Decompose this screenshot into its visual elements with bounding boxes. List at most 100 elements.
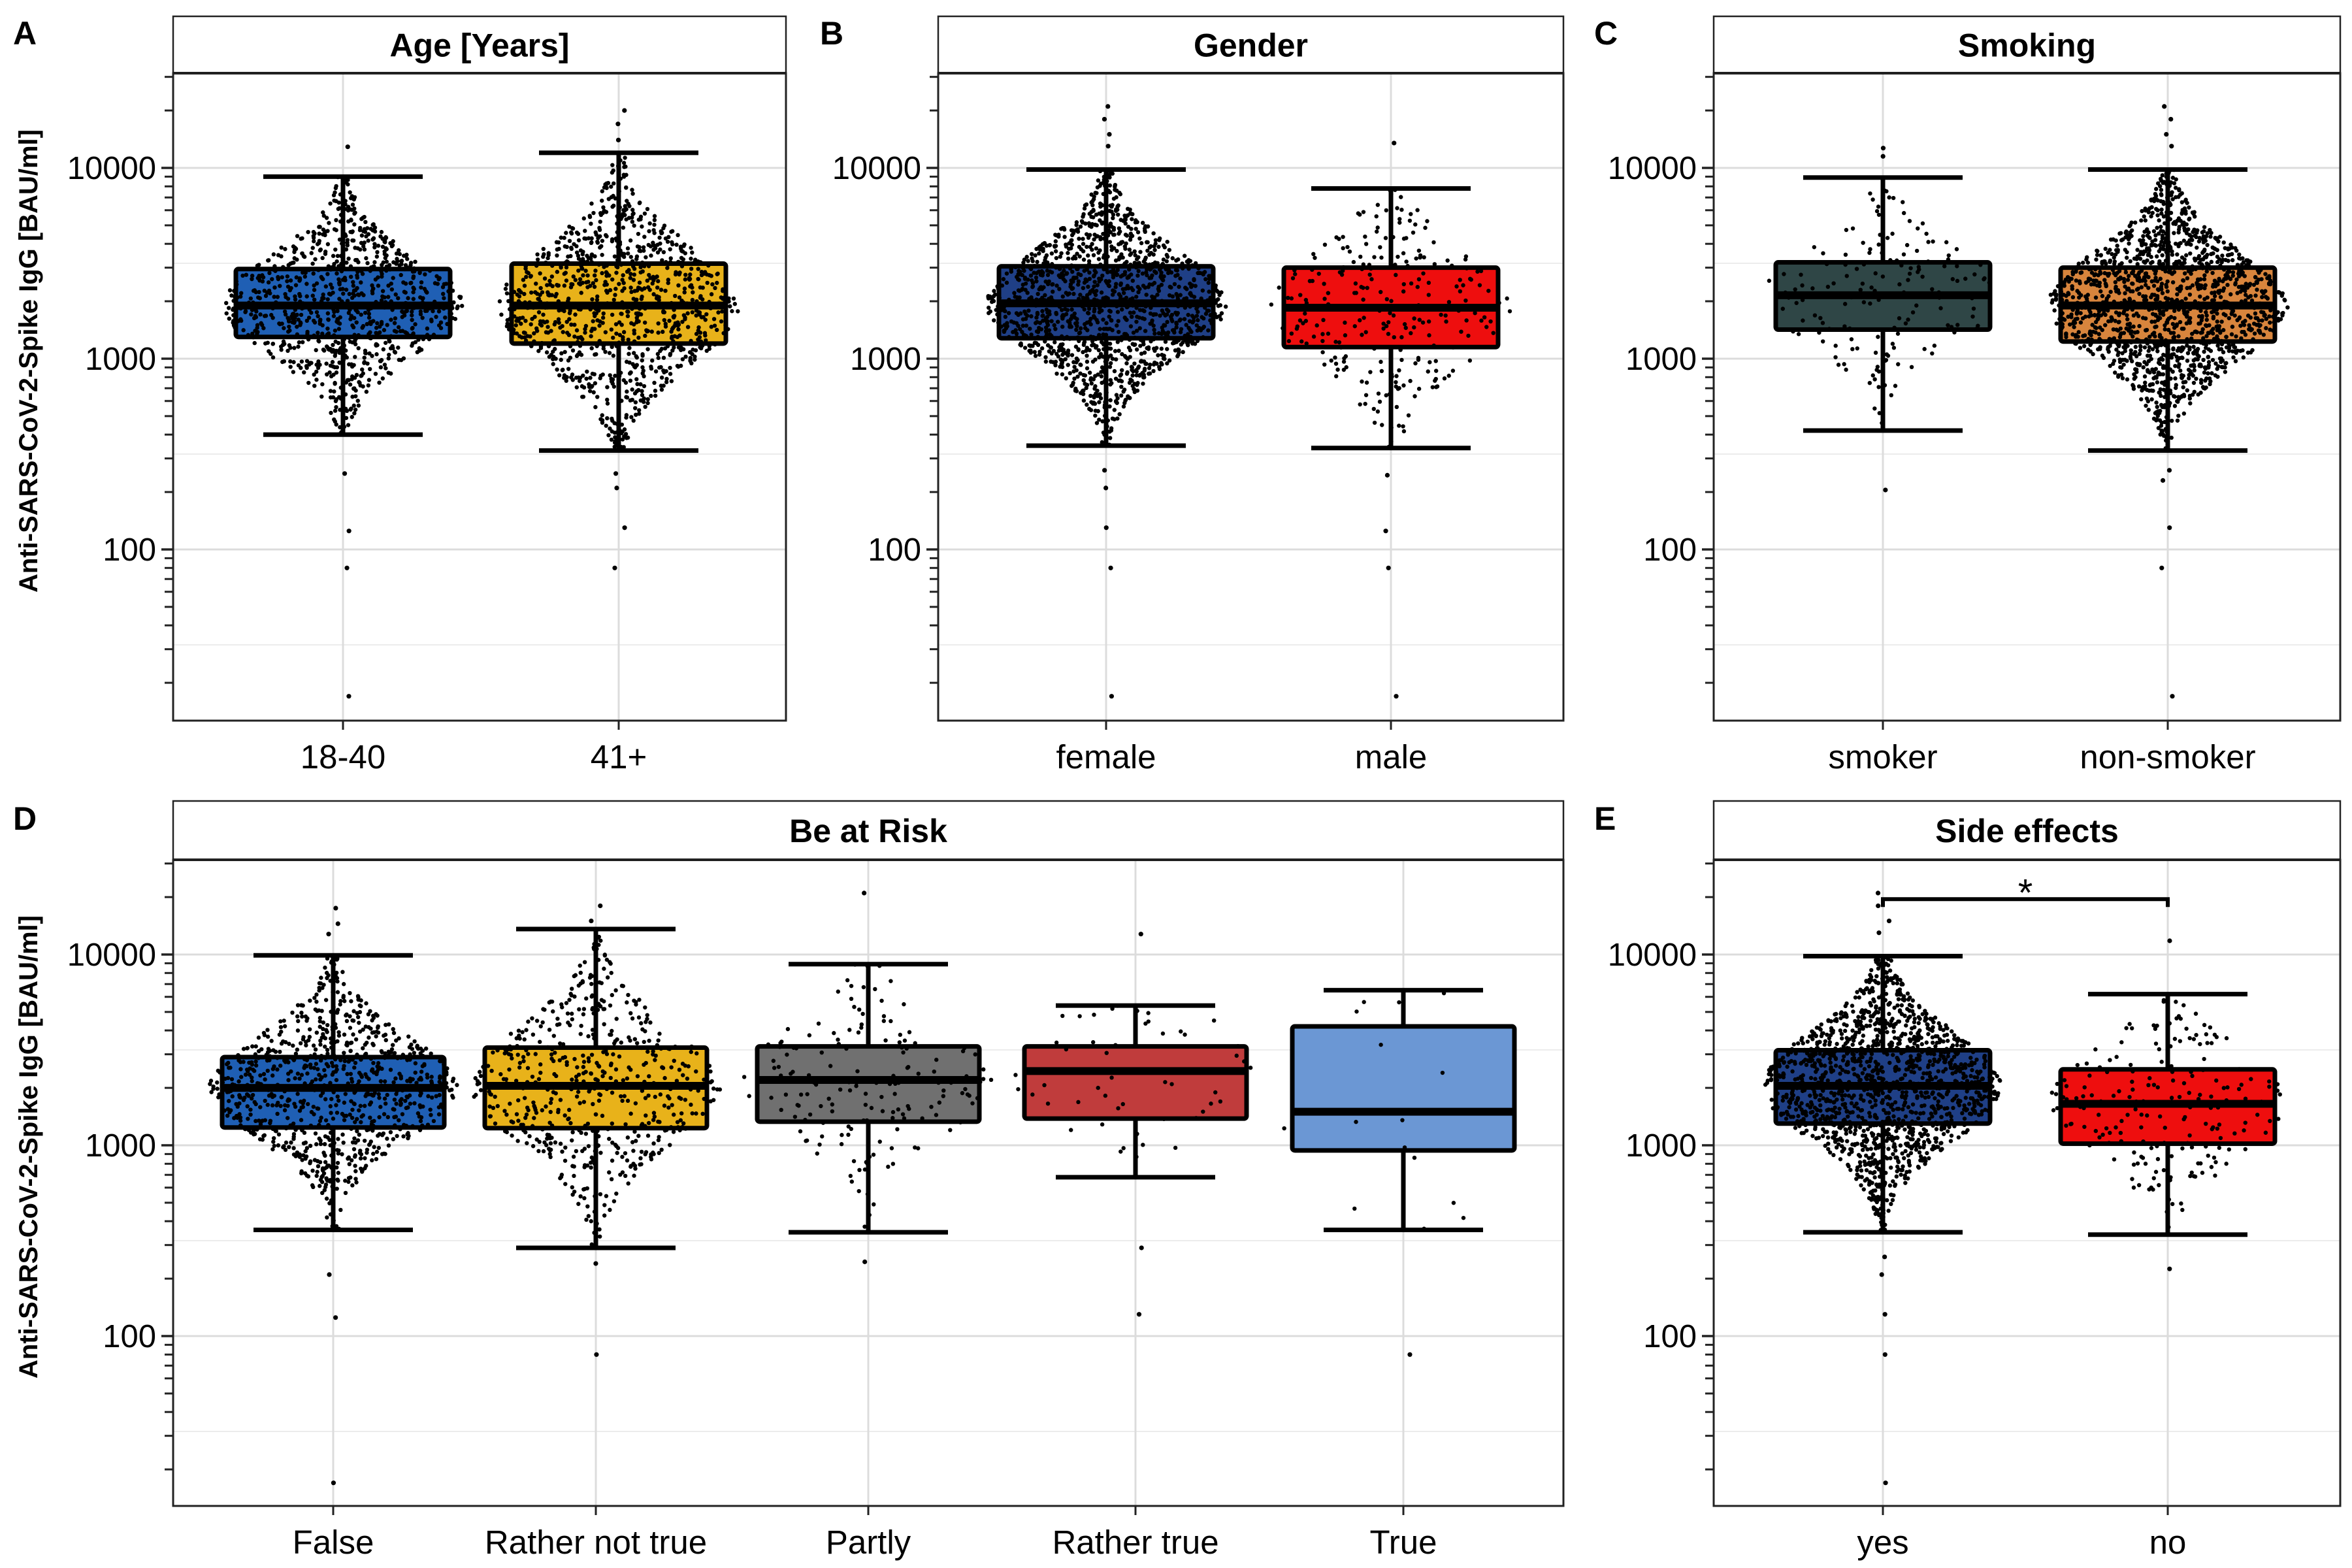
- data-point: [592, 284, 597, 289]
- data-point: [412, 266, 417, 271]
- data-point: [1049, 333, 1054, 338]
- data-point: [2146, 210, 2151, 215]
- data-point: [1165, 239, 1169, 244]
- data-point: [316, 365, 321, 370]
- data-point: [1143, 263, 1149, 268]
- data-point: [996, 304, 1000, 309]
- data-point: [2144, 403, 2148, 408]
- data-point: [1094, 289, 1099, 293]
- data-point: [1413, 361, 1418, 366]
- data-point: [497, 299, 502, 304]
- data-point: [2088, 329, 2093, 334]
- data-point: [1310, 278, 1315, 284]
- data-point: [1443, 313, 1448, 318]
- data-point: [600, 270, 604, 276]
- data-point: [438, 326, 444, 331]
- data-point: [344, 408, 350, 414]
- data-point: [362, 247, 367, 252]
- data-point: [1046, 263, 1051, 267]
- data-point: [1394, 272, 1398, 278]
- data-point: [1844, 274, 1849, 278]
- data-point: [1176, 338, 1181, 343]
- data-point: [1104, 442, 1109, 447]
- data-point: [1160, 329, 1165, 333]
- data-point: [1100, 220, 1105, 225]
- data-point: [2242, 323, 2247, 327]
- data-point: [566, 260, 570, 265]
- data-point: [564, 265, 569, 270]
- data-point: [1034, 275, 1039, 280]
- data-point: [2210, 357, 2215, 363]
- data-point: [1135, 284, 1140, 289]
- data-point: [324, 344, 329, 349]
- data-point: [1364, 330, 1368, 335]
- data-point: [343, 232, 348, 237]
- data-point: [1101, 332, 1105, 337]
- outlier-point: [1105, 144, 1111, 149]
- data-point: [2219, 365, 2224, 369]
- data-point: [1899, 263, 1904, 268]
- data-point: [1086, 253, 1090, 258]
- data-point: [2180, 200, 2185, 204]
- data-point: [417, 346, 421, 351]
- data-point: [312, 287, 317, 292]
- data-point: [1211, 289, 1216, 294]
- strip-header: [172, 15, 787, 74]
- data-point: [1196, 310, 1200, 314]
- data-point: [1903, 321, 1908, 326]
- data-point: [1343, 333, 1348, 338]
- data-point: [666, 280, 670, 286]
- data-point: [417, 270, 422, 275]
- data-point: [1391, 313, 1396, 318]
- plot-area: [173, 73, 786, 721]
- data-point: [367, 378, 372, 382]
- data-point: [669, 229, 674, 234]
- data-point: [240, 273, 245, 278]
- data-point: [1128, 237, 1133, 242]
- data-point: [1386, 331, 1391, 336]
- data-point: [2110, 252, 2114, 257]
- data-point: [653, 393, 658, 398]
- data-point: [556, 317, 561, 321]
- data-point: [651, 240, 655, 245]
- data-point: [630, 188, 634, 192]
- data-point: [398, 329, 403, 334]
- data-point: [643, 404, 647, 409]
- data-point: [582, 236, 587, 241]
- data-point: [1081, 237, 1085, 241]
- data-point: [348, 196, 353, 201]
- data-point: [343, 392, 348, 397]
- data-point: [664, 376, 669, 382]
- data-point: [342, 343, 347, 348]
- data-point: [316, 314, 320, 319]
- data-point: [615, 244, 620, 249]
- data-point: [612, 384, 617, 389]
- data-point: [260, 273, 265, 278]
- data-point: [1833, 355, 1838, 359]
- data-point: [1383, 236, 1388, 240]
- data-point: [1109, 171, 1113, 176]
- data-point: [1166, 308, 1171, 314]
- data-point: [990, 297, 994, 302]
- data-point: [294, 275, 299, 280]
- data-point: [519, 321, 523, 326]
- data-point: [1096, 348, 1102, 353]
- data-point: [1107, 183, 1113, 188]
- data-point: [1109, 209, 1114, 214]
- data-point: [1163, 339, 1168, 344]
- data-point: [1098, 181, 1103, 186]
- data-point: [1130, 278, 1135, 283]
- data-point: [1134, 295, 1139, 299]
- data-point: [1136, 364, 1141, 369]
- data-point: [1491, 331, 1495, 335]
- data-point: [380, 289, 385, 293]
- data-point: [706, 263, 711, 268]
- data-point: [1129, 227, 1134, 231]
- data-point: [536, 297, 542, 301]
- data-point: [382, 328, 387, 333]
- data-point: [642, 248, 646, 253]
- data-point: [613, 374, 617, 378]
- data-point: [2200, 266, 2205, 270]
- data-point: [1978, 263, 1983, 267]
- data-point: [1920, 274, 1925, 279]
